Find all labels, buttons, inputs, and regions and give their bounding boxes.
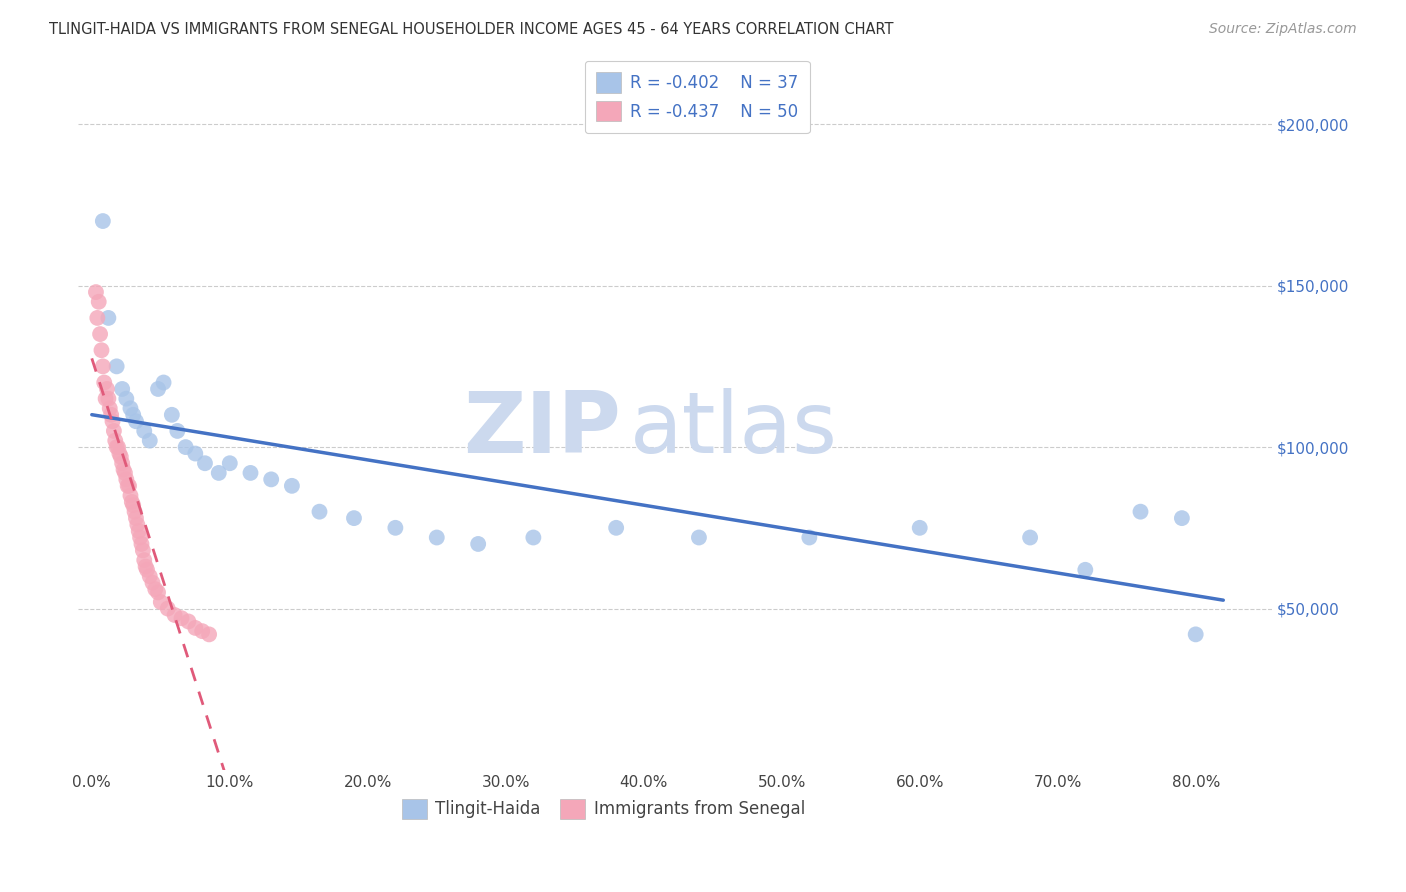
Point	[194, 456, 217, 470]
Point	[118, 479, 141, 493]
Point	[198, 627, 221, 641]
Point	[160, 408, 183, 422]
Point	[91, 214, 114, 228]
Point	[239, 466, 262, 480]
Point	[426, 531, 449, 545]
Point	[135, 559, 157, 574]
Point	[117, 479, 139, 493]
Point	[146, 382, 169, 396]
Text: Source: ZipAtlas.com: Source: ZipAtlas.com	[1209, 22, 1357, 37]
Point	[115, 392, 138, 406]
Point	[281, 479, 304, 493]
Text: TLINGIT-HAIDA VS IMMIGRANTS FROM SENEGAL HOUSEHOLDER INCOME AGES 45 - 64 YEARS C: TLINGIT-HAIDA VS IMMIGRANTS FROM SENEGAL…	[49, 22, 894, 37]
Point	[467, 537, 489, 551]
Point	[120, 401, 142, 416]
Point	[97, 310, 120, 325]
Point	[103, 424, 125, 438]
Point	[1074, 563, 1097, 577]
Text: ZIP: ZIP	[464, 387, 621, 470]
Point	[111, 382, 134, 396]
Point	[100, 408, 122, 422]
Point	[132, 543, 155, 558]
Point	[1171, 511, 1194, 525]
Point	[799, 531, 821, 545]
Point	[522, 531, 544, 545]
Point	[98, 401, 121, 416]
Point	[146, 585, 169, 599]
Point	[152, 376, 174, 390]
Point	[191, 624, 214, 639]
Point	[166, 424, 188, 438]
Point	[177, 615, 200, 629]
Point	[184, 446, 207, 460]
Point	[127, 517, 149, 532]
Legend: Tlingit-Haida, Immigrants from Senegal: Tlingit-Haida, Immigrants from Senegal	[395, 792, 811, 826]
Point	[125, 414, 148, 428]
Point	[1184, 627, 1206, 641]
Point	[93, 376, 115, 390]
Point	[134, 424, 156, 438]
Point	[105, 359, 128, 374]
Point	[1129, 505, 1152, 519]
Point	[111, 456, 134, 470]
Point	[605, 521, 627, 535]
Point	[141, 575, 163, 590]
Point	[143, 582, 166, 597]
Point	[97, 392, 120, 406]
Point	[107, 440, 129, 454]
Point	[139, 434, 162, 448]
Text: atlas: atlas	[630, 387, 838, 470]
Point	[129, 531, 152, 545]
Point	[218, 456, 240, 470]
Point	[90, 343, 112, 358]
Point	[89, 327, 111, 342]
Point	[112, 463, 135, 477]
Point	[134, 553, 156, 567]
Point	[108, 446, 131, 460]
Point	[91, 359, 114, 374]
Point	[208, 466, 231, 480]
Point	[308, 505, 330, 519]
Point	[94, 392, 117, 406]
Point	[139, 569, 162, 583]
Point	[122, 498, 145, 512]
Point	[128, 524, 150, 538]
Point	[105, 440, 128, 454]
Point	[384, 521, 406, 535]
Point	[124, 505, 146, 519]
Point	[1019, 531, 1042, 545]
Point	[908, 521, 931, 535]
Point	[122, 408, 145, 422]
Point	[184, 621, 207, 635]
Point	[110, 450, 132, 464]
Point	[120, 489, 142, 503]
Point	[149, 595, 172, 609]
Point	[86, 310, 108, 325]
Point	[104, 434, 127, 448]
Point	[87, 294, 110, 309]
Point	[260, 472, 283, 486]
Point	[125, 511, 148, 525]
Point	[121, 495, 143, 509]
Point	[343, 511, 366, 525]
Point	[688, 531, 710, 545]
Point	[115, 472, 138, 486]
Point	[84, 285, 107, 299]
Point	[101, 414, 124, 428]
Point	[136, 563, 159, 577]
Point	[96, 382, 118, 396]
Point	[174, 440, 197, 454]
Point	[156, 601, 179, 615]
Point	[131, 537, 153, 551]
Point	[170, 611, 193, 625]
Point	[163, 607, 186, 622]
Point	[114, 466, 136, 480]
